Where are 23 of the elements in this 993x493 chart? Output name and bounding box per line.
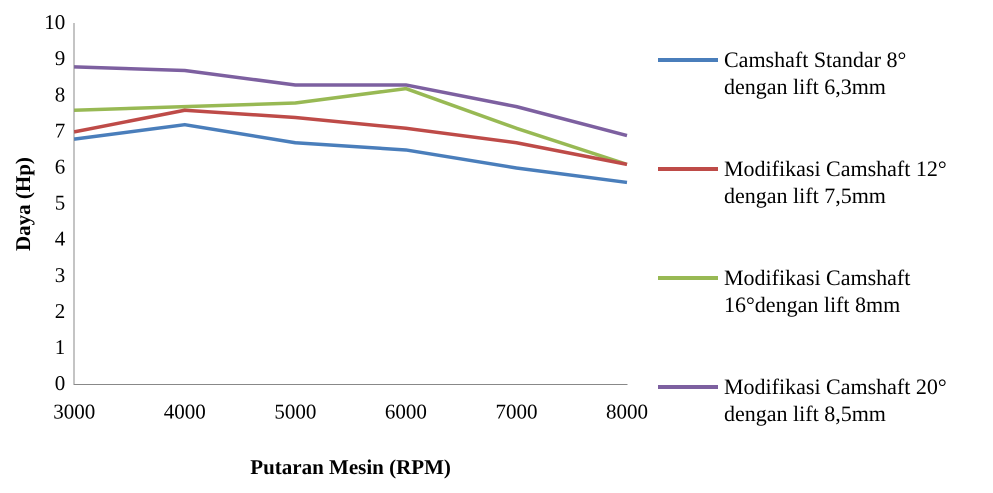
y-tick-label: 5: [54, 190, 66, 215]
legend-label: Modifikasi Camshaft 16°dengan lift 8mm: [724, 264, 912, 318]
y-tick-label: 8: [54, 82, 66, 106]
legend-label: Camshaft Standar 8° dengan lift 6,3mm: [724, 46, 908, 100]
y-tick-label: 2: [54, 298, 66, 323]
y-tick-label: 6: [54, 154, 66, 179]
y-tick-label: 0: [54, 371, 66, 396]
y-tick-label: 1: [54, 335, 66, 360]
y-tick-label: 3: [54, 262, 66, 287]
x-tick-label: 3000: [53, 400, 96, 424]
legend-label: Modifikasi Camshaft 20° dengan lift 8,5mm: [724, 373, 948, 428]
x-tick-label: 5000: [274, 400, 316, 424]
y-tick-label: 4: [54, 226, 66, 251]
x-axis-title: Putaran Mesin (RPM): [250, 454, 451, 479]
legend-label: Modifikasi Camshaft 12° dengan lift 7,5mm: [724, 154, 948, 209]
x-tick-label: 7000: [495, 400, 538, 424]
y-axis-title: Daya (Hp): [11, 157, 36, 252]
y-tick-label: 9: [54, 46, 66, 70]
x-tick-label: 6000: [384, 400, 427, 424]
y-tick-label: 7: [54, 118, 66, 142]
y-tick-label: 10: [44, 10, 66, 34]
x-tick-label: 4000: [164, 400, 206, 424]
x-tick-label: 8000: [606, 400, 648, 424]
